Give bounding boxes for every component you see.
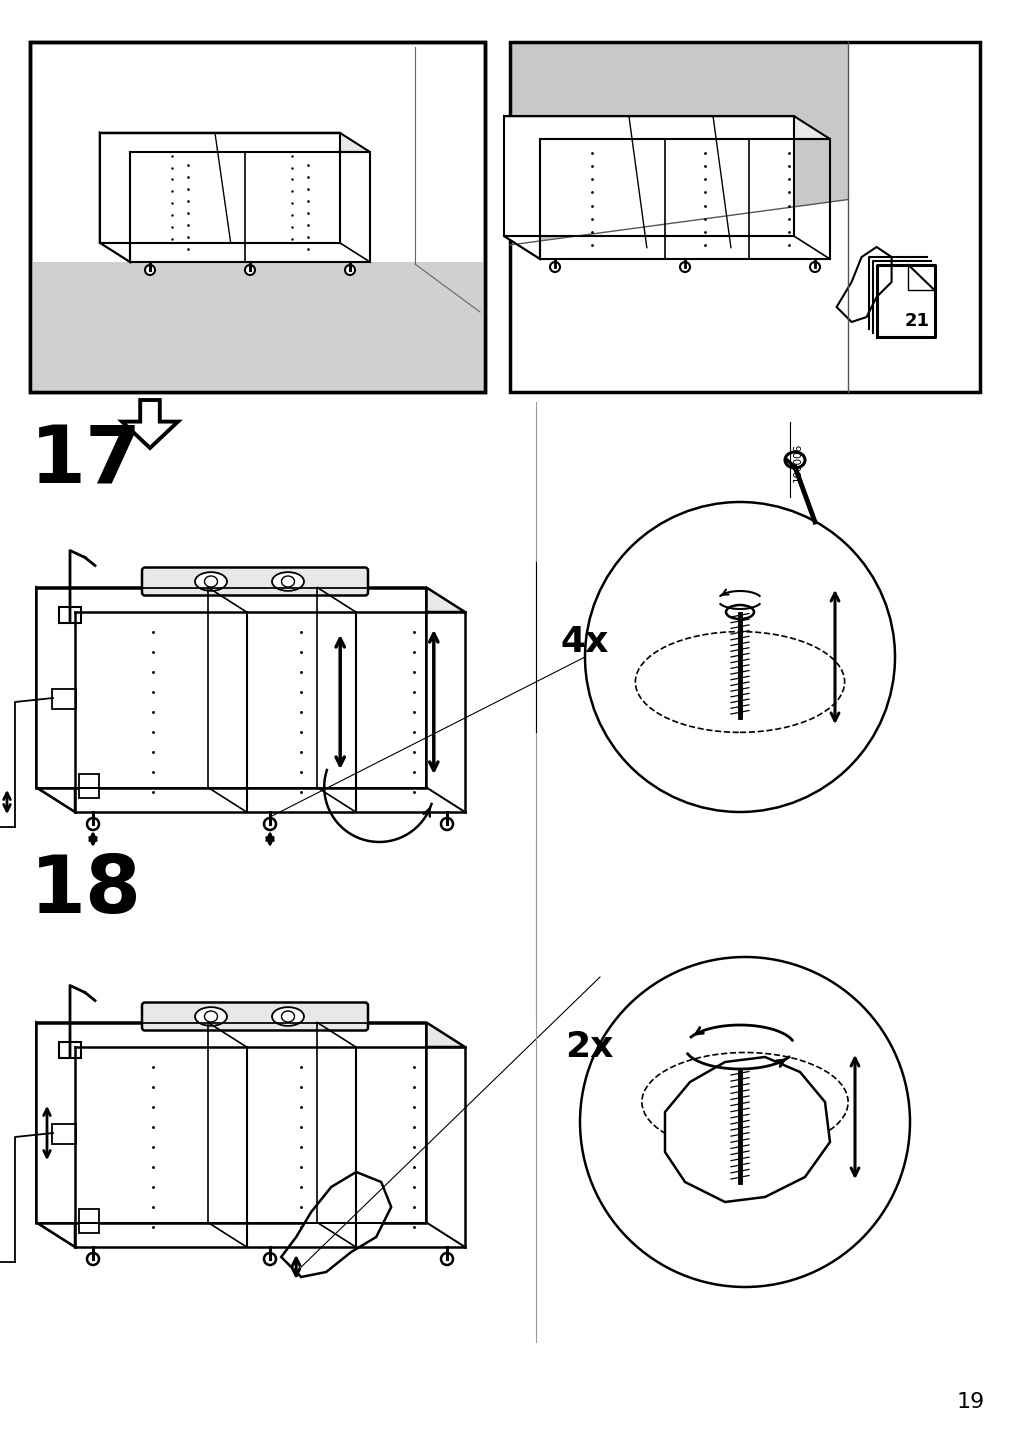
Ellipse shape (195, 1007, 226, 1025)
Circle shape (264, 1253, 276, 1264)
Polygon shape (503, 116, 829, 139)
FancyBboxPatch shape (79, 775, 99, 798)
Circle shape (145, 265, 155, 275)
Polygon shape (836, 246, 891, 322)
Polygon shape (36, 1022, 75, 1247)
Polygon shape (100, 133, 340, 243)
Circle shape (245, 265, 255, 275)
Polygon shape (281, 1171, 391, 1277)
Circle shape (441, 1253, 453, 1264)
Circle shape (345, 265, 355, 275)
Text: 4x: 4x (559, 624, 608, 659)
Polygon shape (503, 116, 794, 236)
FancyBboxPatch shape (142, 1002, 368, 1031)
Circle shape (87, 818, 99, 831)
FancyBboxPatch shape (30, 42, 484, 392)
Circle shape (584, 503, 894, 812)
Circle shape (809, 262, 819, 272)
Text: 18: 18 (30, 852, 142, 929)
Polygon shape (664, 1057, 829, 1201)
Ellipse shape (272, 1007, 303, 1025)
Text: 17: 17 (30, 422, 142, 500)
Polygon shape (122, 400, 178, 448)
Polygon shape (36, 1022, 426, 1223)
Polygon shape (36, 587, 464, 611)
Text: 2x: 2x (564, 1030, 613, 1064)
Polygon shape (36, 1022, 464, 1047)
Ellipse shape (195, 573, 226, 591)
Ellipse shape (725, 1063, 753, 1077)
Circle shape (87, 1253, 99, 1264)
FancyBboxPatch shape (52, 1124, 76, 1144)
Circle shape (579, 957, 909, 1287)
Polygon shape (510, 199, 979, 392)
Circle shape (549, 262, 559, 272)
Text: 21: 21 (904, 312, 929, 329)
FancyBboxPatch shape (510, 42, 979, 392)
Polygon shape (100, 133, 129, 262)
Text: 19: 19 (955, 1392, 984, 1412)
FancyBboxPatch shape (52, 689, 76, 709)
Polygon shape (36, 587, 426, 788)
Polygon shape (847, 42, 979, 392)
Circle shape (679, 262, 690, 272)
FancyBboxPatch shape (142, 567, 368, 596)
Text: 100006: 100006 (793, 442, 802, 481)
Ellipse shape (272, 573, 303, 591)
Circle shape (264, 818, 276, 831)
Polygon shape (100, 133, 370, 152)
FancyBboxPatch shape (79, 1209, 99, 1233)
Ellipse shape (725, 604, 753, 619)
Polygon shape (36, 587, 75, 812)
Circle shape (441, 818, 453, 831)
FancyBboxPatch shape (59, 607, 81, 623)
Polygon shape (32, 262, 482, 390)
FancyBboxPatch shape (59, 1042, 81, 1058)
Polygon shape (503, 116, 540, 259)
